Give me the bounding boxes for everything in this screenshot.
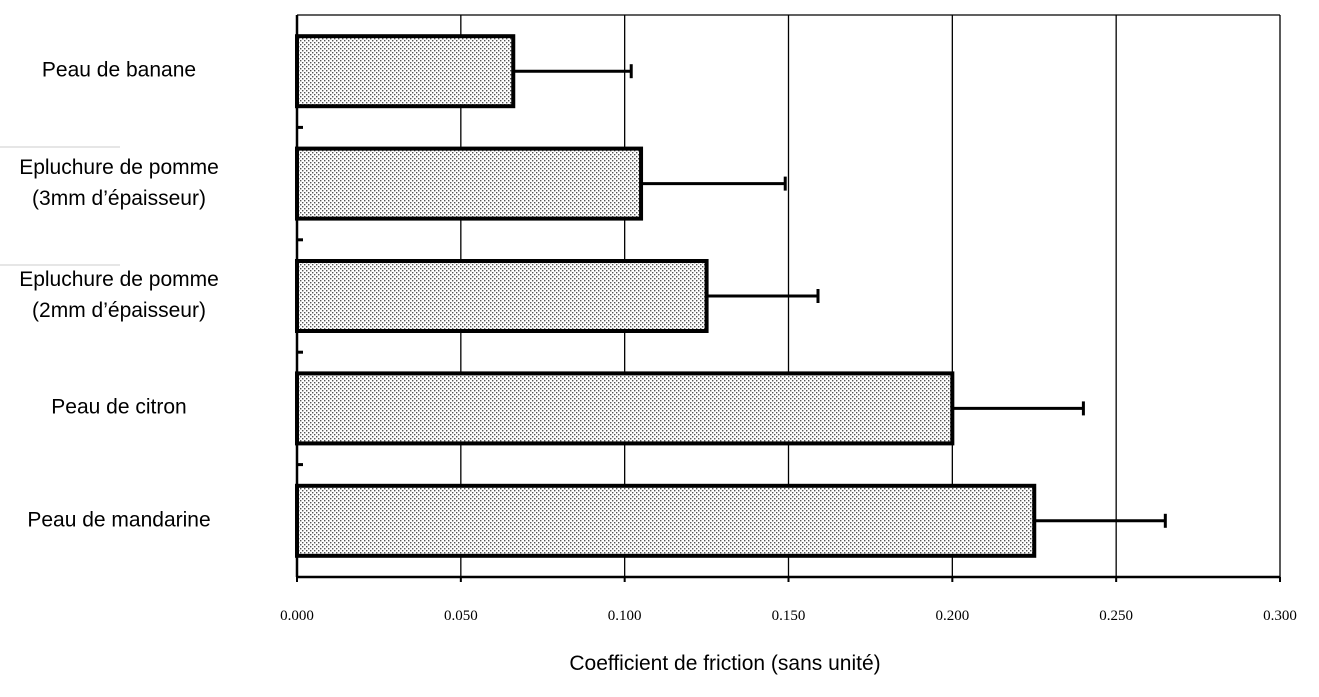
x-tick-label: 0.150	[772, 608, 806, 624]
bar	[295, 371, 955, 446]
y-tick-label: Peau de citron	[51, 395, 187, 419]
y-tick-label: Epluchure de pomme (2mm d’épaisseur)	[19, 268, 219, 322]
x-tick-label: 0.000	[280, 608, 314, 624]
bar	[295, 34, 516, 109]
y-tick-label: Peau de banane	[41, 58, 197, 82]
x-tick-label: 0.050	[444, 608, 478, 624]
x-tick-label: 0.200	[935, 608, 969, 624]
y-tick-label: Epluchure de pomme (3mm d’épaisseur)	[19, 155, 219, 210]
bar	[295, 483, 1037, 558]
x-tick-label: 0.250	[1099, 608, 1133, 624]
x-tick-label: 0.300	[1263, 608, 1297, 624]
x-axis-label: Coefficient de friction (sans unité)	[569, 652, 880, 675]
x-tick-label: 0.100	[608, 608, 642, 624]
bar	[295, 259, 709, 333]
bar	[295, 146, 644, 221]
y-tick-label: Peau de mandarine	[27, 508, 211, 532]
